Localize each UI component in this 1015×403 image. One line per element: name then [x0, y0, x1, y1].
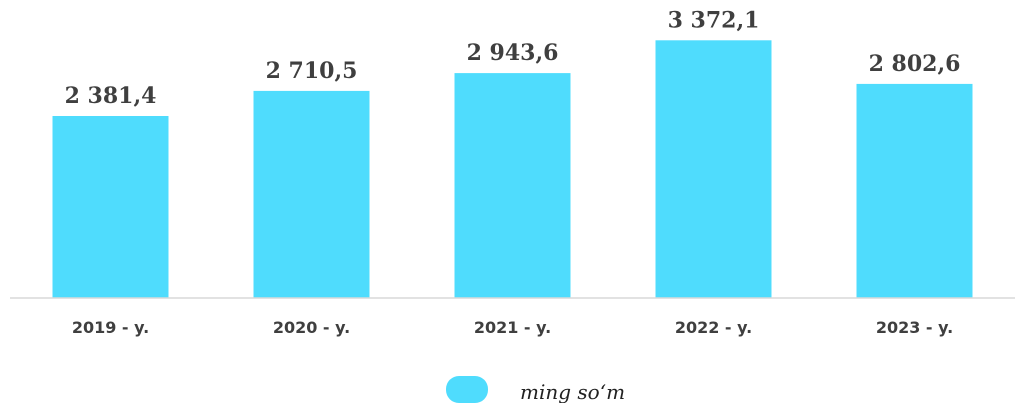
bar-value-label: 2 381,4 — [65, 83, 157, 109]
bar-value-label: 2 710,5 — [266, 58, 358, 84]
bar-value-label: 2 802,6 — [869, 51, 961, 77]
x-tick-label: 2021 - y. — [474, 318, 551, 337]
legend-label: ming so‘m — [520, 380, 625, 403]
bar — [253, 90, 370, 299]
x-tick-label: 2023 - y. — [876, 318, 953, 337]
bar — [454, 73, 571, 298]
value-labels-group: 2 381,4 2 710,5 2 943,6 3 372,1 2 802,6 — [65, 7, 961, 109]
bar — [856, 83, 973, 299]
legend-swatch — [446, 376, 488, 403]
bars-group — [52, 40, 973, 299]
bar — [52, 116, 169, 298]
bar-value-label: 2 943,6 — [467, 40, 559, 66]
bar-value-label: 3 372,1 — [668, 7, 760, 33]
x-tick-label: 2022 - y. — [675, 318, 752, 337]
legend: ming so‘m — [446, 376, 625, 403]
x-tick-labels-group: 2019 - y. 2020 - y. 2021 - y. 2022 - y. 2023… — [72, 318, 953, 337]
x-tick-label: 2020 - y. — [273, 318, 350, 337]
bar — [655, 40, 772, 299]
x-tick-label: 2019 - y. — [72, 318, 149, 337]
